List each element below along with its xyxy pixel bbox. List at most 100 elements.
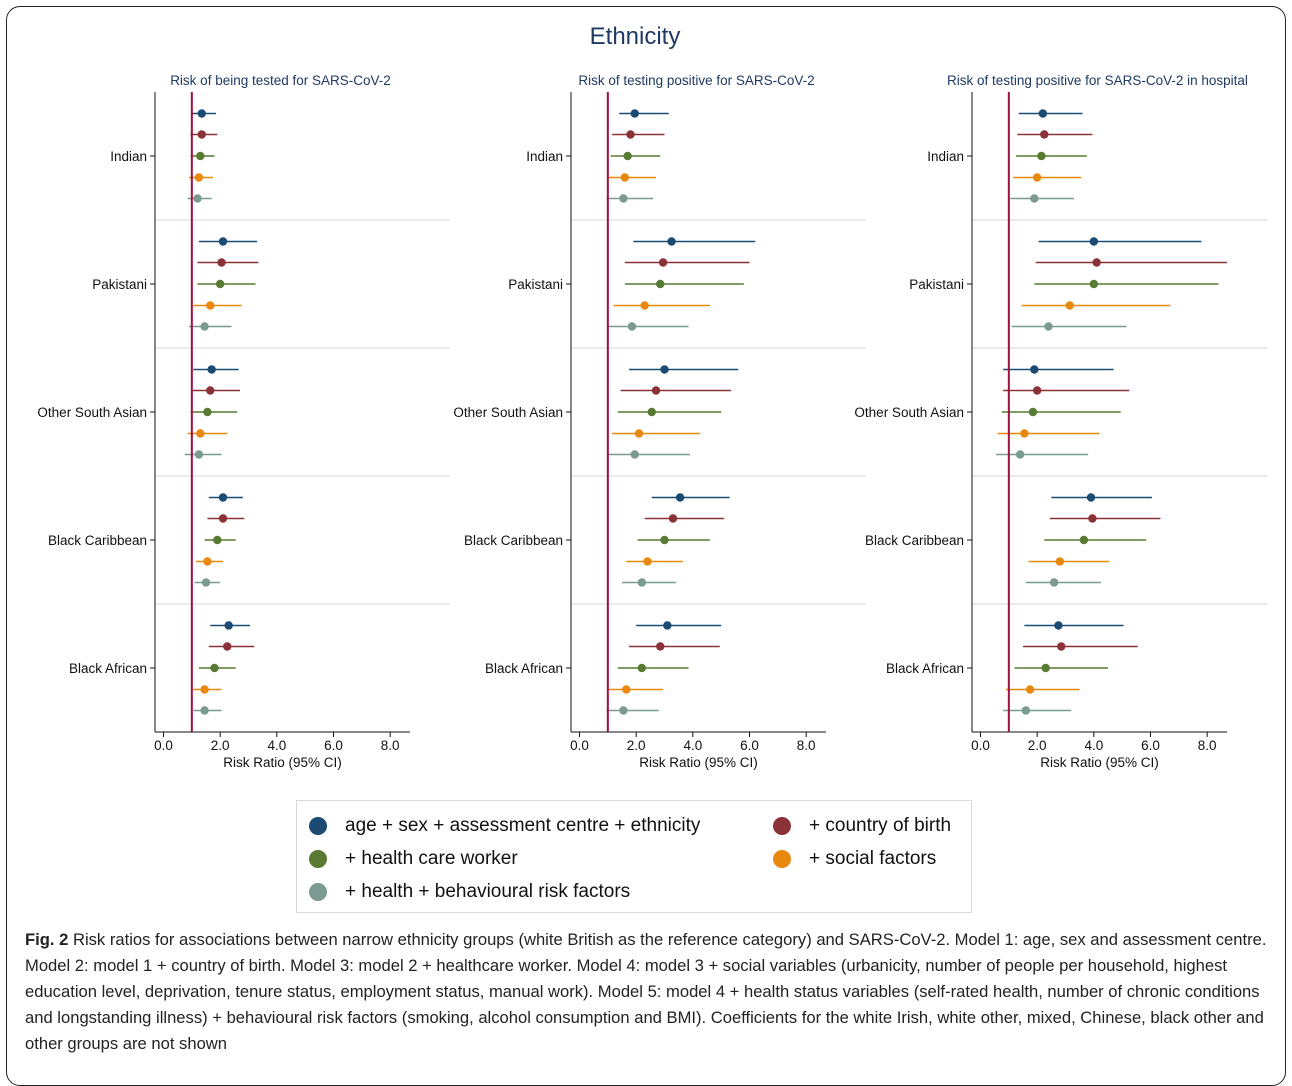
point-estimate	[1055, 557, 1065, 566]
point-estimate	[627, 322, 637, 331]
point-estimate	[660, 535, 669, 545]
figure-caption: Fig. 2 Risk ratios for associations betw…	[25, 927, 1270, 1057]
x-tick-label: 2.0	[211, 738, 230, 753]
point-estimate	[663, 621, 672, 630]
point-estimate	[1041, 663, 1050, 673]
point-estimate	[643, 557, 652, 566]
x-tick-label: 2.0	[1028, 738, 1047, 753]
x-tick-label: 4.0	[683, 738, 702, 753]
point-estimate	[1089, 237, 1099, 246]
point-estimate	[630, 109, 639, 118]
legend-label-model5: + health + behavioural risk factors	[345, 881, 631, 902]
forest-panel-1: Risk of being tested for SARS-CoV-2 0.0 2.…	[37, 73, 450, 770]
x-axis-label: Risk Ratio (95% CI)	[639, 755, 758, 770]
legend-label-model4: + social factors	[809, 848, 937, 869]
category-label: Pakistani	[909, 277, 964, 292]
figure-title: Ethnicity	[590, 23, 681, 50]
point-estimate	[1025, 685, 1035, 694]
category-label: Pakistani	[508, 277, 563, 292]
legend-marker-model3	[309, 850, 327, 868]
point-estimate	[634, 429, 644, 438]
point-estimate	[217, 258, 226, 267]
x-tick-label: 2.0	[627, 738, 646, 753]
point-estimate	[668, 514, 678, 523]
point-estimate	[207, 365, 216, 374]
caption-text: Risk ratios for associations between nar…	[25, 930, 1267, 1053]
category-label: Indian	[526, 149, 563, 164]
category-label: Black Caribbean	[464, 533, 563, 548]
point-estimate	[194, 450, 204, 459]
category-label: Pakistani	[92, 277, 147, 292]
point-estimate	[1021, 706, 1031, 715]
point-estimate	[201, 578, 211, 587]
point-estimate	[224, 621, 233, 630]
category-label: Other South Asian	[453, 405, 563, 420]
forest-panel-2: Risk of testing positive for SARS-CoV-2 0…	[453, 73, 866, 770]
legend-item-model1: age + sex + assessment centre + ethnicit…	[309, 814, 700, 838]
caption-label: Fig. 2	[25, 930, 69, 949]
category-label: Indian	[927, 149, 964, 164]
forest-panel-3: Risk of testing positive for SARS-CoV-2 …	[854, 73, 1267, 770]
point-estimate	[1020, 429, 1029, 438]
point-estimate	[213, 535, 222, 545]
x-tick-label: 0.0	[570, 738, 589, 753]
point-estimate	[203, 407, 212, 417]
point-estimate	[210, 663, 219, 673]
point-estimate	[1065, 301, 1074, 310]
x-tick-label: 0.0	[154, 738, 173, 753]
category-label: Other South Asian	[37, 405, 147, 420]
panel-title: Risk of testing positive for SARS-CoV-2 …	[947, 73, 1248, 88]
x-axis-label: Risk Ratio (95% CI)	[1040, 755, 1159, 770]
category-label: Black African	[485, 661, 563, 676]
point-estimate	[200, 706, 209, 715]
point-estimate	[1030, 194, 1039, 203]
legend-item-model3: + health care worker	[309, 847, 518, 871]
point-estimate	[620, 173, 630, 182]
legend-marker-model4	[773, 850, 791, 868]
point-estimate	[656, 642, 665, 651]
point-estimate	[658, 258, 668, 267]
point-estimate	[675, 493, 685, 502]
point-estimate	[667, 237, 676, 246]
point-estimate	[1088, 514, 1097, 523]
legend-label-model2: + country of birth	[809, 815, 952, 836]
x-tick-label: 8.0	[381, 738, 400, 753]
legend-label-model3: + health care worker	[345, 848, 518, 869]
category-label: Black African	[886, 661, 964, 676]
legend-marker-model2	[773, 817, 791, 835]
point-estimate	[223, 642, 232, 651]
category-label: Indian	[110, 149, 147, 164]
point-estimate	[1049, 578, 1059, 587]
point-estimate	[660, 365, 669, 374]
point-estimate	[1030, 365, 1039, 374]
point-estimate	[200, 322, 209, 331]
point-estimate	[1028, 407, 1038, 417]
point-estimate	[656, 279, 665, 289]
point-estimate	[193, 194, 202, 203]
point-estimate	[218, 493, 228, 502]
point-estimate	[206, 386, 215, 395]
point-estimate	[640, 301, 649, 310]
legend-item-model5: + health + behavioural risk factors	[309, 880, 630, 904]
point-estimate	[637, 663, 647, 673]
x-tick-label: 6.0	[740, 738, 759, 753]
legend-label-model1: age + sex + assessment centre + ethnicit…	[345, 815, 701, 836]
legend-marker-model1	[309, 817, 327, 835]
panel-title: Risk of testing positive for SARS-CoV-2	[578, 73, 814, 88]
point-estimate	[197, 130, 206, 139]
panel-title: Risk of being tested for SARS-CoV-2	[170, 73, 391, 88]
point-estimate	[1015, 450, 1025, 459]
point-estimate	[196, 429, 205, 438]
point-estimate	[1089, 279, 1099, 289]
point-estimate	[1032, 386, 1042, 395]
point-estimate	[651, 386, 661, 395]
point-estimate	[637, 578, 647, 587]
point-estimate	[1044, 322, 1053, 331]
point-estimate	[626, 130, 635, 139]
point-estimate	[194, 173, 204, 182]
point-estimate	[200, 685, 209, 694]
legend-marker-model5	[309, 883, 327, 901]
point-estimate	[196, 151, 205, 161]
x-axis-label: Risk Ratio (95% CI)	[223, 755, 342, 770]
point-estimate	[197, 109, 206, 118]
